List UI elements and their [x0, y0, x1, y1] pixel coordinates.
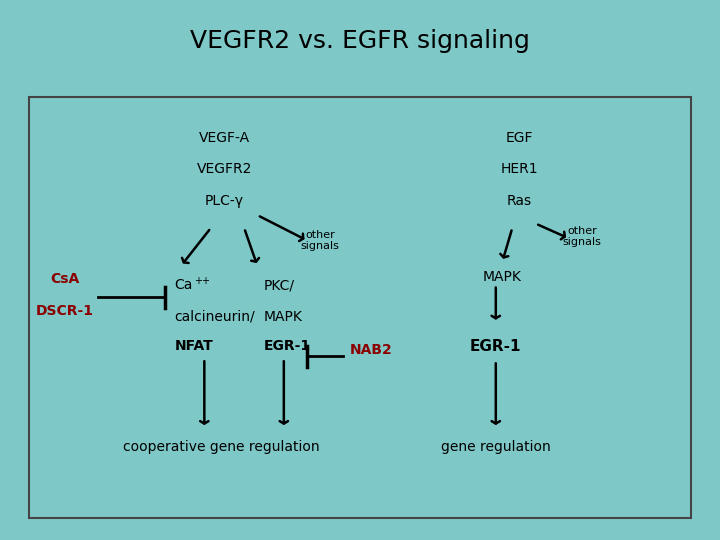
- Text: VEGFR2: VEGFR2: [197, 163, 252, 177]
- Text: Ras: Ras: [506, 194, 531, 208]
- Text: Ca: Ca: [174, 278, 193, 292]
- Text: VEGF-A: VEGF-A: [199, 131, 250, 145]
- Text: MAPK: MAPK: [264, 310, 303, 324]
- Text: EGF: EGF: [505, 131, 533, 145]
- Text: PLC-γ: PLC-γ: [204, 194, 243, 208]
- Text: cooperative gene regulation: cooperative gene regulation: [122, 441, 319, 455]
- Text: ++: ++: [194, 276, 210, 286]
- Text: gene regulation: gene regulation: [441, 441, 551, 455]
- Text: calcineurin/: calcineurin/: [174, 310, 255, 324]
- Text: PKC/: PKC/: [264, 278, 295, 292]
- Text: CsA: CsA: [50, 272, 80, 286]
- Text: HER1: HER1: [500, 163, 538, 177]
- Text: other
signals: other signals: [562, 226, 601, 247]
- Text: MAPK: MAPK: [482, 270, 521, 284]
- Text: DSCR-1: DSCR-1: [36, 303, 94, 318]
- Text: other
signals: other signals: [301, 230, 340, 252]
- Text: EGR-1: EGR-1: [470, 340, 521, 354]
- Text: NAB2: NAB2: [350, 343, 393, 357]
- Text: NFAT: NFAT: [174, 339, 213, 353]
- Text: VEGFR2 vs. EGFR signaling: VEGFR2 vs. EGFR signaling: [190, 29, 530, 53]
- Text: EGR-1: EGR-1: [264, 339, 311, 353]
